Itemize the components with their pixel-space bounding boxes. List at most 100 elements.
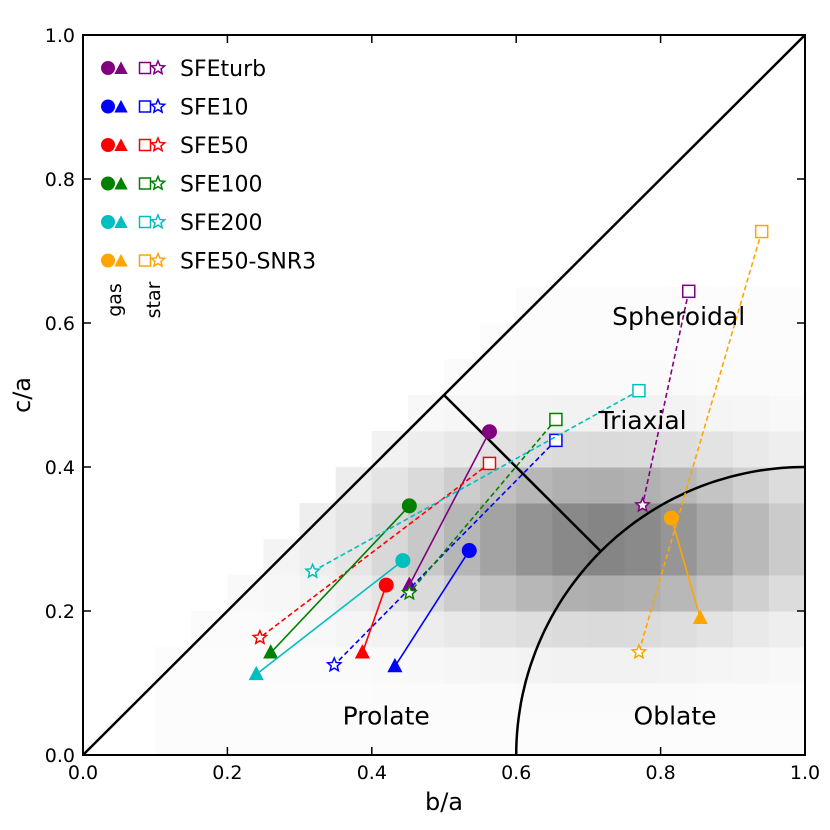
oblate-arc [514,465,806,756]
legend-label: SFE100 [180,173,263,198]
density-cell [660,395,698,432]
x-tick-label: 0.4 [357,762,387,784]
star-track-line [333,439,557,666]
density-cell [768,287,806,324]
star-track-line [312,389,640,573]
density-cell [371,647,409,684]
density-cell [624,323,662,360]
series-sfe50 [251,456,497,659]
legend-star-square-marker [138,61,152,75]
density-cell [732,395,770,432]
density-cell [624,395,662,432]
density-cell [588,359,625,396]
gas-final-triangle-marker [263,644,279,659]
star-initial-square-marker [549,433,563,448]
gas-final-triangle-marker [248,665,264,681]
density-cell [768,539,806,576]
density-cell [516,575,553,612]
legend-entry-sfe50-snr3: SFE50-SNR3 [101,250,316,275]
density-cell [732,359,770,396]
gas-initial-circle-marker [481,424,497,440]
legend-label: SFE50 [180,134,249,159]
density-cell [371,719,409,756]
x-tick-label: 0.8 [645,762,675,784]
density-cell [660,683,698,720]
y-tick-label: 0.2 [45,601,75,623]
gas-final-triangle-marker [387,657,403,673]
density-cell [768,323,806,360]
density-cell [516,611,553,648]
density-cell [624,719,662,756]
density-cell [407,719,445,756]
density-cell [191,719,228,756]
density-cell [480,359,517,396]
gas-initial-circle-marker [461,543,477,559]
gas-initial-circle-marker [395,553,411,569]
density-cell [696,575,734,612]
series-layer [248,224,769,681]
density-cell [696,395,734,432]
star-initial-square-marker [632,383,646,398]
density-cell [732,287,770,324]
density-cell [732,323,770,360]
density-cell [227,719,264,756]
density-cell [588,323,625,360]
density-cell [660,431,698,468]
density-cell [335,503,373,540]
density-cell [624,683,662,720]
density-cell [516,323,553,360]
density-cell [768,395,806,432]
density-cell [696,683,734,720]
density-cell [552,683,589,720]
density-cell [696,719,734,756]
legend-star-square-marker [138,215,152,229]
legend-gas-triangle-marker [114,215,128,229]
density-cell [335,683,373,720]
density-cell [696,323,734,360]
series-sfeturb [401,284,696,591]
density-cell [552,359,589,396]
density-cell [407,431,445,468]
density-cell [552,647,589,684]
density-cell [552,467,589,504]
density-cell [768,575,806,612]
y-tick-label: 0.6 [45,313,75,335]
density-cell [263,683,301,720]
region-label-oblate: Oblate [634,701,717,730]
x-tick-label: 0.6 [501,762,531,784]
star-final-star-marker [634,496,652,513]
density-cell [696,359,734,396]
density-cell [552,323,589,360]
series-sfe200 [248,383,646,681]
star-initial-square-marker [549,412,563,427]
density-cell [624,287,662,324]
axis-ticks: 0.0 0.2 0.4 0.6 0.8 1.0 0.0 0.2 0.4 0.6 0.8 1.0 [45,25,820,784]
density-cell [299,719,337,756]
legend-label: SFEturb [180,57,266,82]
legend-gas-circle-marker [101,99,115,114]
gas-track-line [670,517,702,619]
legend-entry-sfe100: SFE100 [101,173,263,198]
density-cell [624,575,662,612]
density-cell [371,683,409,720]
gas-initial-circle-marker [401,498,417,514]
star-track-line [638,231,763,653]
legend-star-star-marker [149,136,167,153]
density-cell [371,467,409,504]
density-cell [768,683,806,720]
legend-gas-circle-marker [101,253,115,268]
star-final-star-marker [630,643,648,660]
series-sfe50-snr3 [630,224,769,660]
density-cell [732,683,770,720]
legend-label: SFE10 [180,96,249,121]
density-cell [299,683,337,720]
star-initial-square-marker [482,456,497,471]
legend-star-star-marker [149,97,167,114]
density-cell [660,323,698,360]
density-cell [516,539,553,576]
plot-frame [82,34,806,756]
legend-gas-circle-marker [101,61,115,75]
density-cell [696,503,734,540]
density-cell [732,719,770,756]
density-cell [552,287,589,324]
